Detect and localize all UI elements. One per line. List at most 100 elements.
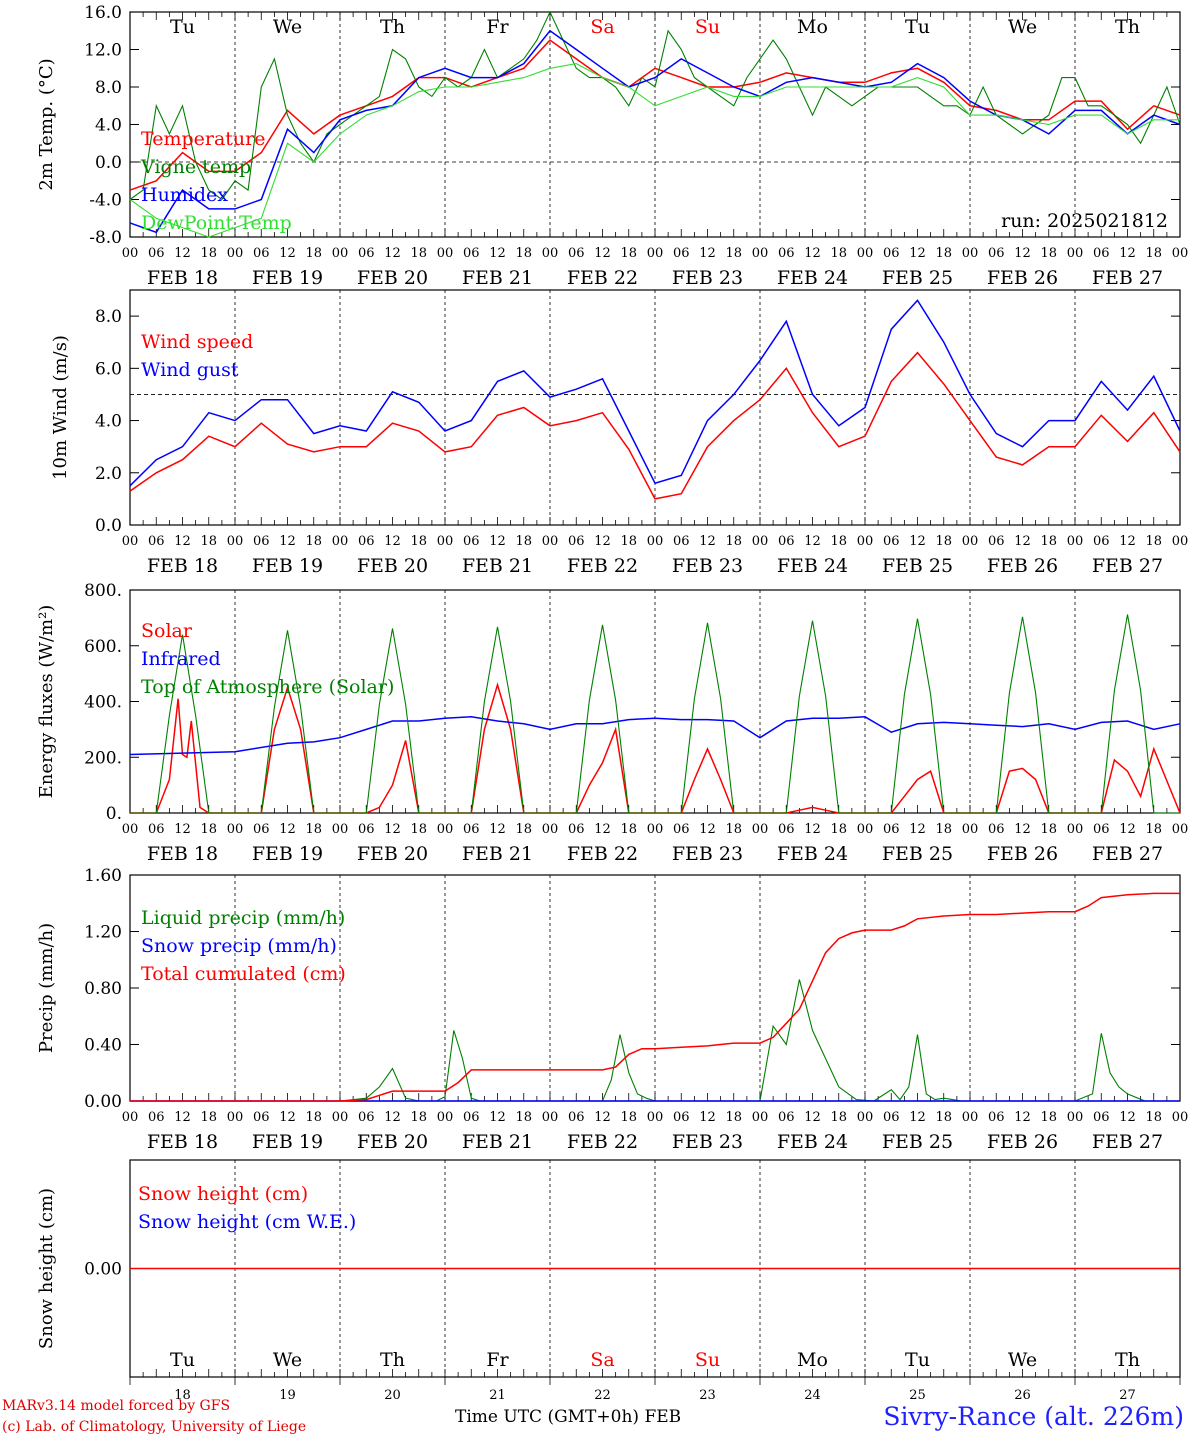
panel-1-y-tick-label: 6.0 (95, 359, 122, 379)
panel-0-hour-label: 18 (935, 246, 952, 261)
panel-3-hour-label: 06 (463, 1110, 480, 1125)
panel-0-y-tick-label: 8.0 (95, 78, 122, 98)
panel-0-hour-label: 06 (1093, 246, 1110, 261)
day-number-label: 24 (804, 1388, 821, 1403)
panel-1-hour-label: 06 (148, 534, 165, 549)
series-solar-line (130, 682, 1181, 814)
panel-0-hour-label: 12 (384, 246, 401, 261)
panel-0-hour-label: 12 (804, 246, 821, 261)
panel-0-frame (129, 11, 1181, 238)
panel-0-hour-label: 06 (463, 246, 480, 261)
panel-0-hour-label: 12 (174, 246, 191, 261)
series-infrared-line (129, 716, 1181, 756)
panel-3-hour-label: 12 (1119, 1110, 1136, 1125)
panel-0-y-tick-label: -8.0 (89, 228, 122, 248)
panel-2-hour-label: 06 (883, 822, 900, 837)
panel-0-hour-label: 12 (489, 246, 506, 261)
panel-2-hour-label: 06 (358, 822, 375, 837)
panel-2-hour-label: 18 (305, 822, 322, 837)
series-top-of-atmosphere-solar--line (130, 614, 1180, 814)
panel-3-date-label: FEB 27 (1092, 1131, 1163, 1153)
panel-1-date-label: FEB 24 (777, 555, 848, 577)
panel-3-hour-label: 18 (1145, 1110, 1162, 1125)
panel-1-hour-label: 18 (1040, 534, 1057, 549)
panel-2-hour-label: 06 (988, 822, 1005, 837)
panel-2-hour-label: 12 (594, 822, 611, 837)
panel-2-hour-label: 00 (122, 822, 139, 837)
panel-3-date-label: FEB 18 (147, 1131, 218, 1153)
day-number-label: 20 (384, 1388, 401, 1403)
panel-2-date-label: FEB 19 (252, 843, 323, 865)
panel-2-hour-label: 18 (725, 822, 742, 837)
weekday-label-bottom: Th (380, 1349, 405, 1371)
panel-3-date-label: FEB 24 (777, 1131, 848, 1153)
panel-3-date-label: FEB 22 (567, 1131, 638, 1153)
panel-2-y-tick-label: 800. (84, 581, 122, 601)
panel-3-hour-label: 00 (1067, 1110, 1084, 1125)
panel-2-hour-label: 06 (1093, 822, 1110, 837)
series-total-cumulated-cm--line (130, 892, 1180, 1102)
panel-1-hour-label: 00 (227, 534, 244, 549)
panel-3-hour-label: 18 (620, 1110, 637, 1125)
panel-2-hour-label: 06 (253, 822, 270, 837)
weekday-label-top: Su (695, 16, 720, 38)
panel-2-hour-label: 18 (1040, 822, 1057, 837)
panel-0-hour-label: 00 (332, 246, 349, 261)
panel-1-date-label: FEB 20 (357, 555, 428, 577)
panel-3-hour-label: 12 (594, 1110, 611, 1125)
panel-3-hour-label: 18 (725, 1110, 742, 1125)
weekday-label-bottom: Sa (590, 1349, 614, 1371)
panel-2-y-tick-label: 0. (106, 804, 122, 824)
panel-2-hour-label: 12 (384, 822, 401, 837)
panel-3-hour-label: 12 (279, 1110, 296, 1125)
panel-0-hour-label: 12 (699, 246, 716, 261)
panel-4-y-tick-label: 0.00 (84, 1260, 122, 1280)
panel-0-y-tick-label: -4.0 (89, 191, 122, 211)
panel-1-hour-label: 12 (1014, 534, 1031, 549)
panel-0-hour-label: 18 (305, 246, 322, 261)
panel-1-date-label: FEB 27 (1092, 555, 1163, 577)
panel-1-hour-label: 12 (279, 534, 296, 549)
panel-1-date-label: FEB 18 (147, 555, 218, 577)
weekday-label-bottom: Fr (486, 1349, 509, 1371)
run-label: run: 2025021812 (1001, 210, 1168, 232)
station-name: Sivry-Rance (alt. 226m) (883, 1402, 1184, 1431)
panel-2-hour-label: 18 (935, 822, 952, 837)
panel-1-y-axis-label: 10m Wind (m/s) (50, 335, 71, 480)
panel-1-hour-label: 06 (463, 534, 480, 549)
panel-2-y-tick-label: 200. (84, 748, 122, 768)
panel-3-hour-label: 18 (305, 1110, 322, 1125)
day-number-label: 22 (594, 1388, 611, 1403)
legend-dewpoint-temp: DewPoint Temp (141, 212, 292, 234)
panel-1-hour-label: 06 (673, 534, 690, 549)
panel-0-date-label: FEB 27 (1092, 267, 1163, 289)
panel-2-hour-label: 06 (463, 822, 480, 837)
panel-0-hour-label: 12 (279, 246, 296, 261)
legend-humidex: Humidex (141, 184, 228, 206)
panel-3-hour-label: 06 (358, 1110, 375, 1125)
panel-0-hour-label: 00 (122, 246, 139, 261)
panel-2-y-tick-label: 400. (84, 693, 122, 713)
panel-2-y-axis-label: Energy fluxes (W/m²) (36, 605, 57, 799)
panel-1-hour-label: 18 (305, 534, 322, 549)
legend-solar: Solar (141, 620, 193, 642)
panel-3-y-tick-label: 0.40 (84, 1036, 122, 1056)
panel-1-hour-label: 18 (620, 534, 637, 549)
panel-1-date-label: FEB 21 (462, 555, 533, 577)
model-credit: MARv3.14 model forced by GFS (2, 1398, 231, 1414)
panel-2-hour-label: 00 (332, 822, 349, 837)
panel-0-hour-label: 06 (988, 246, 1005, 261)
legend-vigne-temp: Vigne temp (140, 156, 251, 178)
panel-0-hour-label: 12 (909, 246, 926, 261)
legend-top-of-atmosphere-solar-: Top of Atmosphere (Solar) (141, 676, 394, 698)
panel-3-y-tick-label: 1.20 (84, 923, 122, 943)
panel-0-hour-label: 06 (358, 246, 375, 261)
panel-2-hour-label: 18 (830, 822, 847, 837)
panel-1-hour-label: 12 (1119, 534, 1136, 549)
panel-1-y-tick-label: 2.0 (95, 464, 122, 484)
panel-0-hour-label: 00 (962, 246, 979, 261)
time-axis-month: FEB (644, 1407, 682, 1427)
legend-wind-gust: Wind gust (141, 359, 239, 381)
panel-3-hour-label: 00 (227, 1110, 244, 1125)
